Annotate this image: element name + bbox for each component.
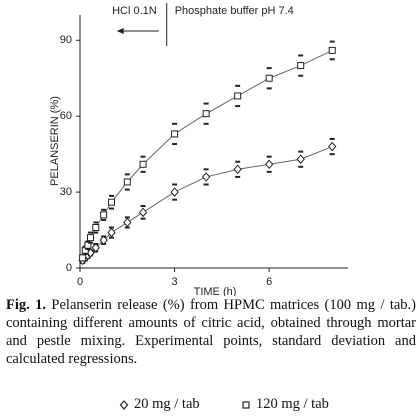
marker: [234, 92, 242, 100]
marker: [107, 227, 116, 238]
legend-item: 20 mg / tab: [118, 396, 200, 413]
arrow-head: [116, 28, 124, 34]
marker: [242, 400, 250, 409]
marker: [201, 172, 211, 182]
marker: [296, 154, 305, 164]
annotation: HCl 0.1N: [112, 5, 157, 17]
x-tick-label: 6: [266, 276, 272, 288]
y-tick-label: 0: [66, 262, 72, 274]
marker: [119, 399, 129, 410]
marker: [99, 235, 108, 245]
marker: [123, 178, 131, 186]
legend-marker: [242, 400, 250, 409]
y-tick-label: 60: [60, 110, 72, 122]
caption-label: Fig. 1.: [6, 297, 47, 313]
marker: [139, 160, 147, 168]
marker: [233, 164, 242, 175]
marker: [297, 62, 305, 70]
marker: [328, 141, 337, 152]
marker: [138, 207, 148, 218]
marker: [265, 74, 273, 82]
caption-text: Pelanserin release (%) from HPMC matrice…: [6, 297, 416, 367]
marker: [108, 198, 116, 206]
marker: [86, 234, 94, 242]
marker: [265, 159, 274, 170]
marker: [170, 187, 179, 197]
marker: [171, 130, 179, 138]
chart: PELANSERIN (%) TIME (h) 0 30 60 90 0 3 6 HCl 0.…: [49, 3, 348, 298]
marker: [84, 241, 92, 249]
annotation: Phosphate buffer pH 7.4: [175, 5, 294, 17]
marker: [100, 211, 108, 219]
marker: [123, 217, 132, 228]
y-tick-label: 30: [60, 186, 72, 198]
marker: [92, 224, 100, 232]
legend-label: 20 mg / tab: [134, 396, 200, 412]
marker: [91, 243, 100, 253]
x-axis-title: TIME (h): [194, 286, 237, 296]
y-axis-title: PELANSERIN (%): [49, 96, 61, 186]
y-tick-label: 90: [60, 34, 72, 46]
marker: [79, 254, 87, 262]
caption: Fig. 1. Pelanserin release (%) from HPMC…: [6, 296, 416, 368]
legend-item: 120 mg / tab: [240, 396, 329, 413]
x-tick-label: 3: [172, 276, 178, 288]
series-line: [82, 146, 333, 261]
legend-label: 120 mg / tab: [256, 396, 329, 412]
marker: [328, 46, 336, 54]
marker: [202, 110, 210, 118]
x-tick-label: 0: [77, 276, 83, 288]
legend-marker: [119, 399, 129, 410]
